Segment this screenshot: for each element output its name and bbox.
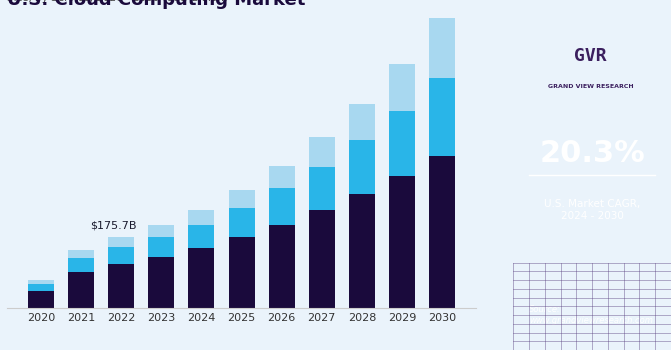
Bar [389,64,415,111]
Bar [349,140,375,194]
Bar [68,250,94,258]
Bar [229,190,254,208]
Bar [148,225,174,237]
Bar [429,156,455,308]
Bar [268,188,295,225]
Bar [108,265,134,308]
Bar [148,237,174,257]
Bar [349,194,375,308]
Text: U.S. Market CAGR,
2024 - 2030: U.S. Market CAGR, 2024 - 2030 [544,199,640,221]
Bar [68,272,94,308]
Bar [189,248,215,308]
Text: Source:
www.grandviewresearch.com: Source: www.grandviewresearch.com [529,305,653,325]
Text: GRAND VIEW RESEARCH: GRAND VIEW RESEARCH [548,84,633,89]
Bar [28,280,54,284]
Bar [349,104,375,140]
Bar [28,284,54,290]
Bar [389,176,415,308]
Bar [28,290,54,308]
Bar [189,225,215,248]
Bar [429,78,455,156]
Text: $175.7B: $175.7B [90,221,136,231]
Bar [429,18,455,78]
Bar [309,167,335,210]
Text: GVR: GVR [574,47,607,65]
Bar [108,247,134,265]
Bar [108,237,134,247]
Bar [309,138,335,167]
Bar [389,111,415,176]
Bar [68,258,94,272]
Bar [229,208,254,237]
Bar [268,166,295,188]
Bar [148,257,174,308]
Text: 20.3%: 20.3% [539,140,645,168]
Text: Size, by Service, 2020 - 2030 (USD Billion): Size, by Service, 2020 - 2030 (USD Billi… [7,0,227,3]
Bar [189,210,215,225]
Bar [309,210,335,308]
Bar [229,237,254,308]
Bar [268,225,295,308]
Text: U.S. Cloud Computing Market: U.S. Cloud Computing Market [7,0,305,9]
